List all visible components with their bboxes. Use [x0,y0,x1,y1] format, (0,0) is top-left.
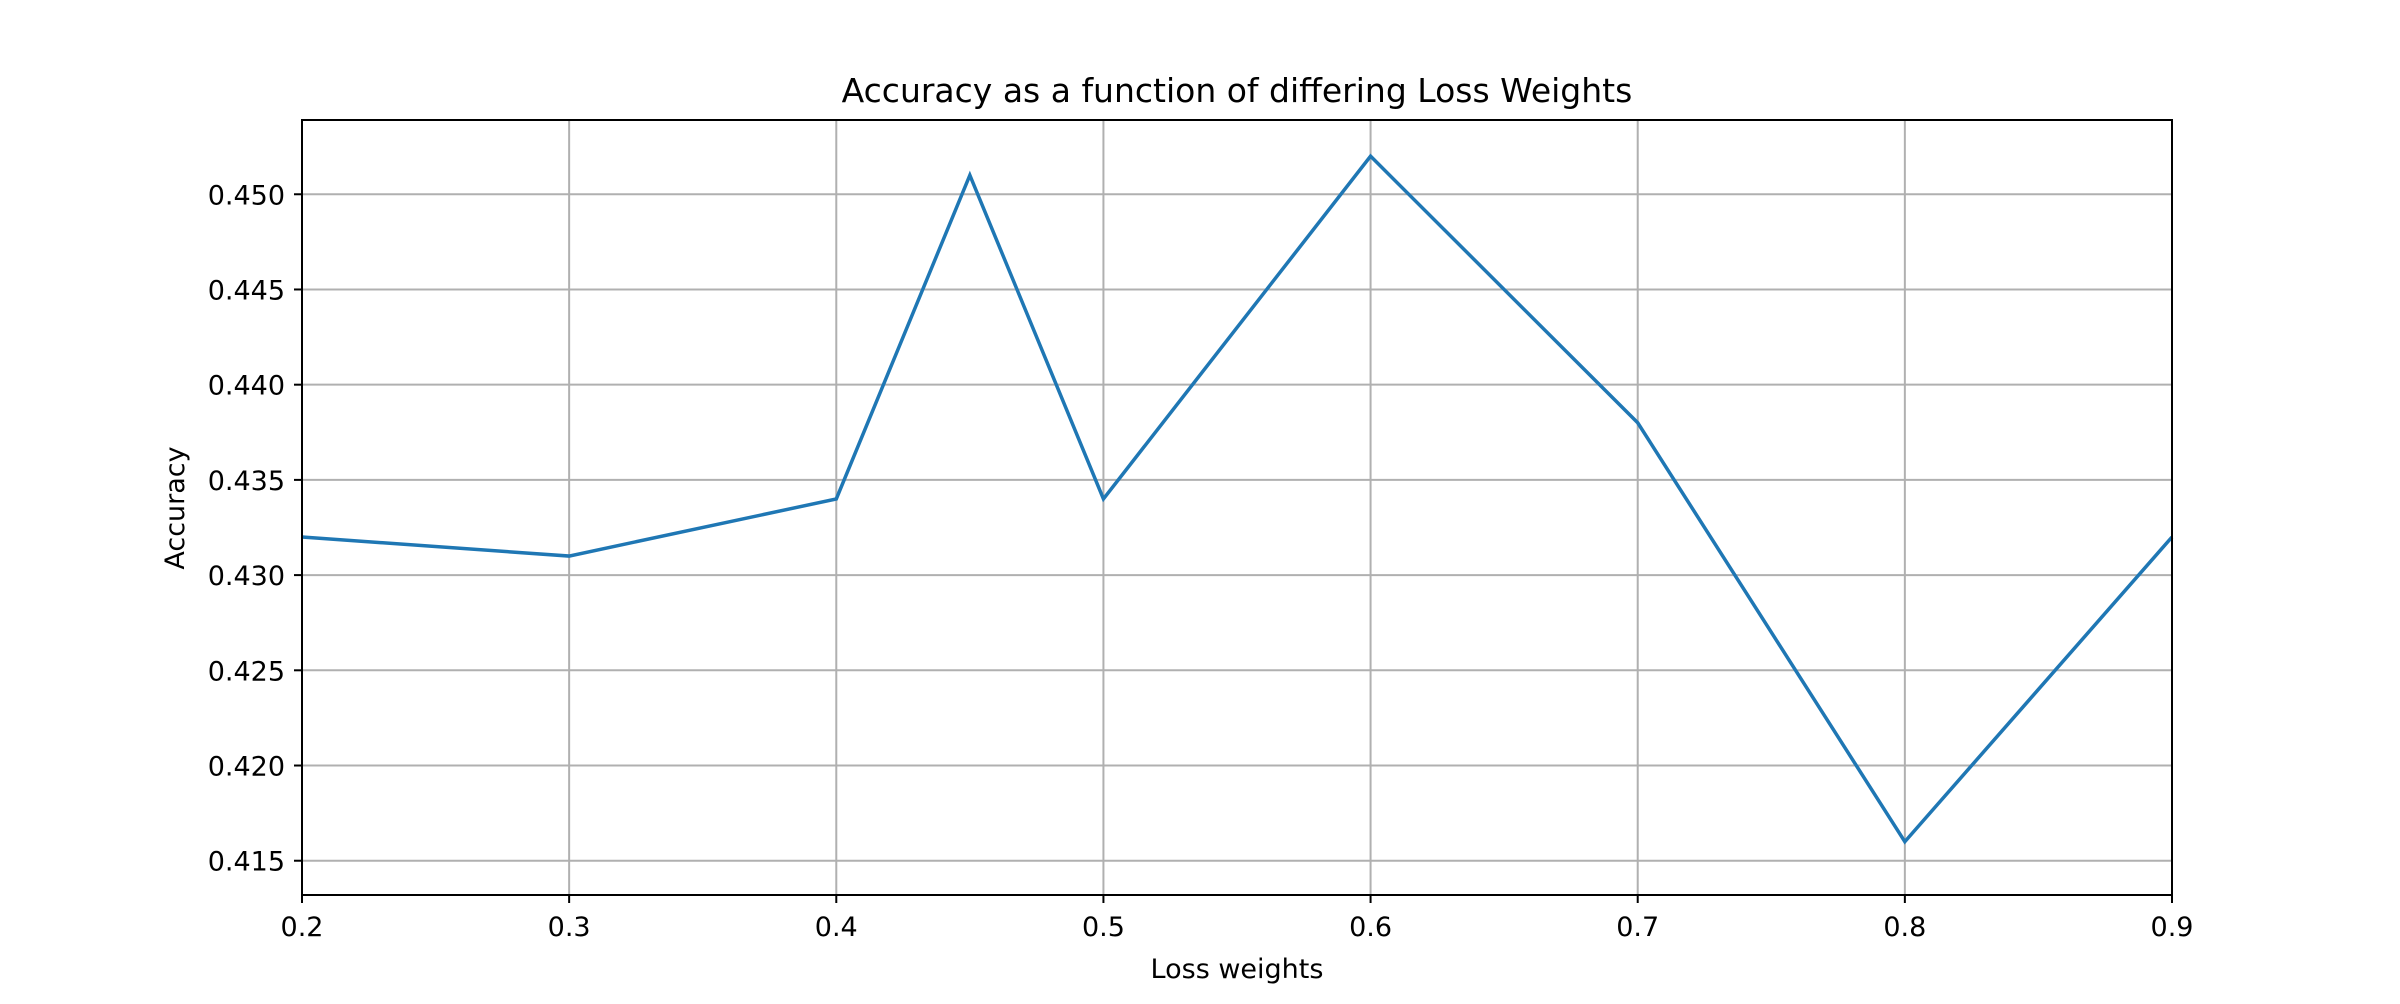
x-tick-label: 0.7 [1616,912,1659,943]
x-tick-label: 0.4 [815,912,858,943]
series-line [302,156,2172,842]
x-tick-label: 0.8 [1883,912,1926,943]
x-tick-label: 0.9 [2151,912,2194,943]
x-tick-label: 0.2 [281,912,324,943]
chart-title: Accuracy as a function of differing Loss… [842,71,1633,110]
y-tick-label: 0.450 [208,180,285,211]
x-axis-label: Loss weights [1151,954,1324,985]
y-tick-label: 0.430 [208,561,285,592]
x-tick-label: 0.5 [1082,912,1125,943]
series-layer [302,156,2172,842]
y-tick-label: 0.440 [208,371,285,402]
y-tick-label: 0.420 [208,752,285,783]
x-tick-label: 0.6 [1349,912,1392,943]
plot-frame [302,120,2172,895]
y-tick-label: 0.425 [208,656,285,687]
grid-layer [302,120,2172,895]
y-tick-label: 0.445 [208,275,285,306]
y-tick-label: 0.415 [208,847,285,878]
x-tick-label: 0.3 [548,912,591,943]
y-axis-label: Accuracy [160,446,191,569]
y-tick-label: 0.435 [208,466,285,497]
